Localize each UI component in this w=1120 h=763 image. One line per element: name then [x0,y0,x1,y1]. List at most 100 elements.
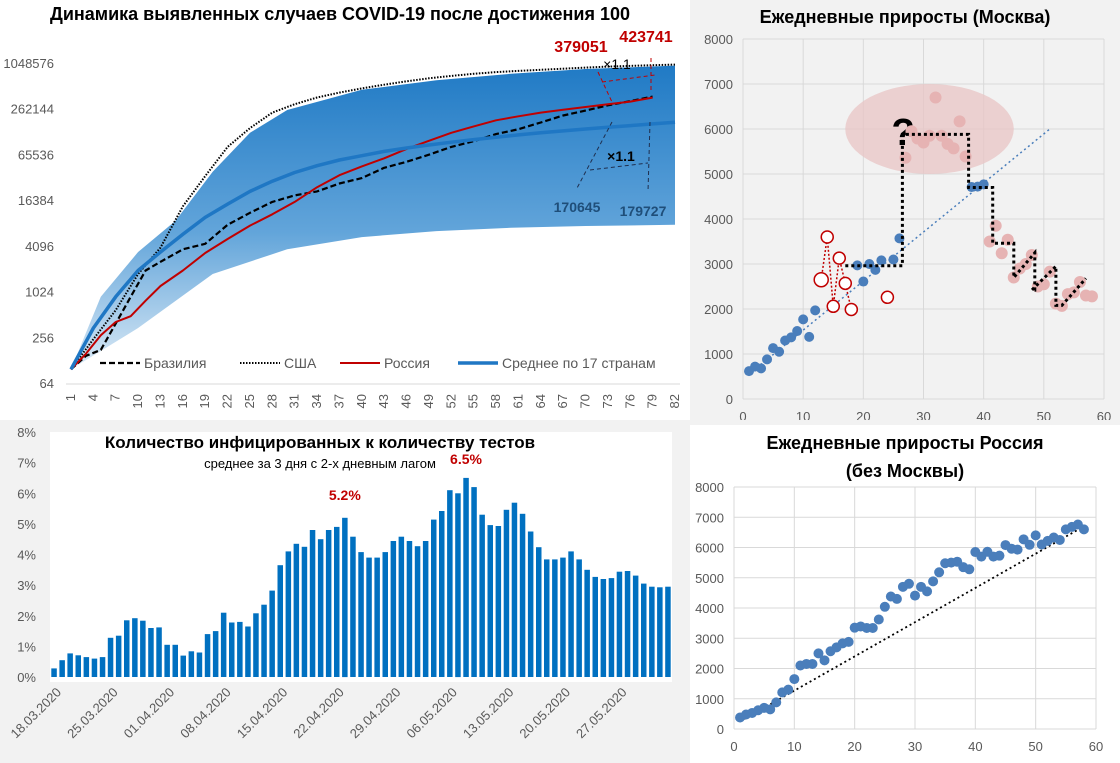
bar [431,519,437,677]
bar [277,565,283,677]
series-line-США [70,63,676,370]
bar [390,541,397,677]
bar [600,579,607,677]
growth-chart-panel: Динамика выявленных случаев COVID-19 пос… [0,0,690,420]
data-point [928,576,939,587]
y-tick-label: 7000 [704,77,733,92]
bar [608,578,615,677]
bar [374,557,380,677]
y-tick-label: 7000 [695,510,724,525]
bar [124,620,130,677]
x-tick-label: 10 [796,409,810,420]
data-point-outlier [826,299,840,314]
bar [180,655,186,677]
data-point-questionable [1085,290,1098,303]
bar [91,658,98,677]
x-tick-label: 01.04.2020 [121,685,178,742]
bar [261,604,267,677]
x-tick-label: 40 [968,739,982,754]
moscow-chart: Ежедневные приросты (Москва) 0 1000 2000 30… [704,7,1111,420]
data-point-questionable [959,150,972,163]
data-point [879,601,890,612]
bar [245,626,251,677]
x-tick-label: 27.05.2020 [573,685,630,742]
x-tick-label: 25.03.2020 [64,685,121,742]
legend-label: США [284,355,317,371]
bar [83,657,90,677]
positivity-chart-panel: Количество инфицированных к количеству т… [0,420,690,763]
y-tick-label: 0 [726,392,733,407]
chart-title: Количество инфицированных к количеству т… [105,433,535,452]
annotation-multiplier: ×1.1 [603,56,631,72]
bar [309,530,316,677]
y-tick-label: 65536 [18,147,54,162]
bar [325,530,332,677]
bar [229,622,235,677]
y-tick-label: 2000 [704,302,733,317]
y-tick-label: 16384 [18,193,54,208]
bar [511,502,518,677]
bar [350,536,356,677]
bar [519,513,526,677]
y-tick-label: 5000 [695,571,724,586]
bar [115,635,122,677]
data-point-questionable [953,115,966,128]
annotation-multiplier: ×1.1 [607,148,635,164]
data-point-outlier [838,276,853,291]
chart-subtitle: среднее за 3 дня с 2-х дневным лагом [204,456,436,471]
x-tick-label: 82 [667,394,682,408]
x-tick-label: 49 [421,394,436,408]
x-tick-label: 67 [555,394,570,408]
x-tick-label: 16 [175,394,190,408]
x-tick-label: 20 [856,409,870,420]
bar [641,583,647,677]
bar [624,571,631,677]
bar [487,525,493,677]
legend-label: Бразилия [144,355,206,371]
bar [188,651,195,677]
data-point [858,276,869,287]
bar [67,653,73,677]
x-tick-label: 31 [287,394,302,408]
x-tick-label: 60 [1097,409,1111,420]
series-line-Бразилия [70,95,653,371]
bar [75,655,81,677]
y-tick-label: 8000 [704,32,733,47]
russia-chart-panel: Ежедневные приросты Россия (без Москвы) … [690,425,1120,763]
chart-title: Ежедневные приросты (Москва) [760,7,1051,27]
x-tick-label: 20.05.2020 [516,685,573,742]
y-tick-label: 3000 [695,631,724,646]
bar [301,546,308,677]
bar [632,575,639,677]
data-point-questionable [995,247,1008,260]
y-tick-label: 2% [17,609,36,624]
data-point [1012,544,1023,555]
data-point [810,305,821,316]
x-tick-label: 30 [916,409,930,420]
annotation-value: 170645 [554,199,601,215]
y-tick-label: 1000 [695,692,724,707]
data-point-outlier [880,290,895,305]
bar [148,628,154,677]
y-tick-label: 1048576 [3,56,54,71]
y-tick-label: 64 [40,376,54,391]
trendline [739,525,1085,723]
bar [527,531,534,677]
x-tick-label: 22 [220,394,235,408]
data-point [786,332,797,343]
russia-chart: Ежедневные приросты Россия (без Москвы) … [695,433,1103,754]
data-point [910,590,920,601]
x-tick-label: 0 [739,409,746,420]
bar [172,644,178,677]
y-tick-label: 6% [17,486,36,501]
outlier-connector [820,236,853,310]
bar [196,652,203,677]
bar [212,631,219,677]
x-tick-label: 76 [622,394,637,408]
x-tick-label: 25 [242,394,257,408]
y-tick-label: 8000 [695,480,724,495]
data-point [813,648,824,659]
data-point [765,704,776,715]
data-point [894,233,905,244]
bar [342,517,348,678]
